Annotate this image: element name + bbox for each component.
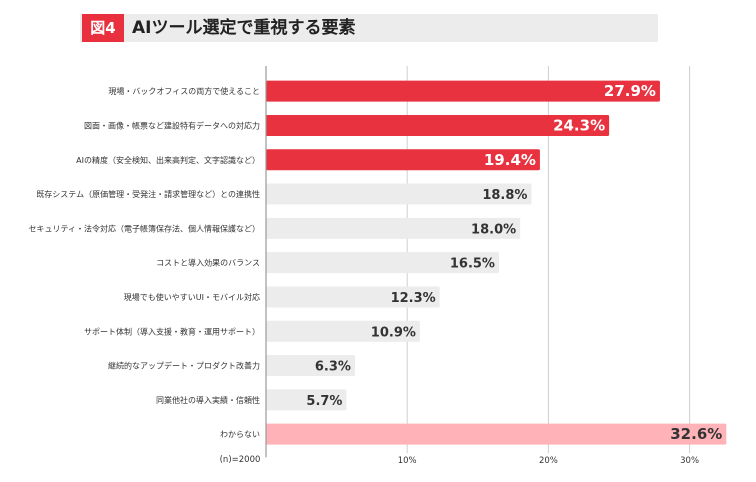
chart-title: AIツール選定で重視する要素 [132,18,356,38]
category-label-2: AIの精度（安全検知、出来高判定、文字認識など） [76,155,260,165]
bar-1 [266,114,610,136]
category-label-7: サポート体制（導入支援・教育・運用サポート） [84,326,260,336]
value-label-6: 12.3% [391,291,436,306]
bar-0 [266,80,660,102]
bar-2 [266,149,540,171]
bar-3 [266,183,532,205]
value-label-7: 10.9% [371,325,416,340]
value-label-2: 19.4% [484,151,536,169]
value-label-8: 6.3% [315,360,351,375]
value-label-5: 16.5% [450,257,495,272]
title-background [80,14,658,42]
category-label-1: 図面・画像・帳票など建設特有データへの対応力 [84,120,260,130]
category-label-9: 同業他社の導入実績・信頼性 [156,395,260,405]
value-label-9: 5.7% [306,394,342,409]
category-label-0: 現場・バックオフィスの両方で使えること [108,86,260,96]
bar-5 [266,252,499,274]
value-label-3: 18.8% [482,188,527,203]
x-tick-label-30: 30% [680,456,699,466]
value-label-10: 32.6% [670,425,722,443]
category-label-6: 現場でも使いやすいUI・モバイル対応 [124,292,260,302]
value-label-0: 27.9% [604,82,656,100]
bar-9 [266,389,347,411]
bar-10 [266,423,727,445]
bar-8 [266,355,355,377]
value-label-1: 24.3% [553,116,605,134]
bar-7 [266,320,420,342]
x-tick-label-20: 20% [539,456,558,466]
category-label-4: セキュリティ・法令対応（電子帳簿保存法、個人情報保護など） [28,223,260,233]
category-label-3: 既存システム（原価管理・受発注・請求管理など）との連携性 [36,189,260,199]
x-tick-label-10: 10% [398,456,417,466]
value-label-4: 18.0% [471,222,516,237]
bar-4 [266,217,521,239]
sample-size-note: (n)=2000 [220,455,261,465]
category-label-8: 継続的なアップデート・プロダクト改善力 [108,361,260,371]
bar-6 [266,286,440,308]
figure-label-badge: 図4 [82,14,124,42]
category-label-5: コストと導入効果のバランス [156,258,260,268]
category-label-10: わからない [220,430,260,439]
